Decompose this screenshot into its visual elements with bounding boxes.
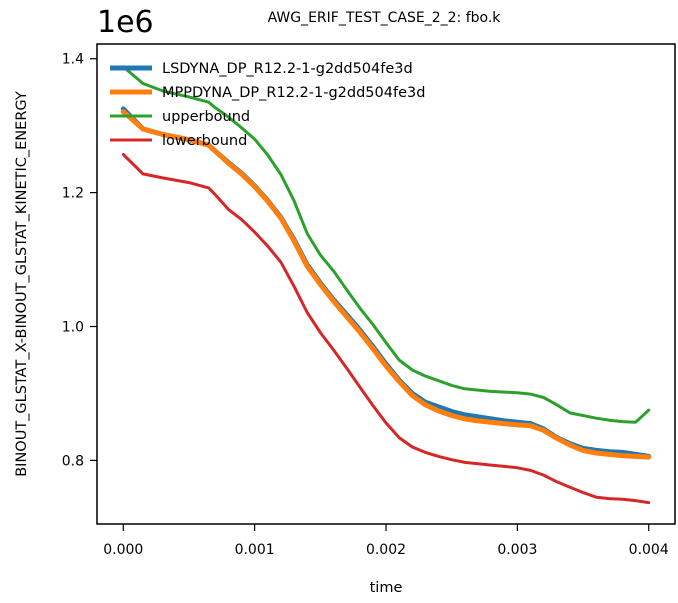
x-tick-label: 0.003 <box>497 542 537 558</box>
legend-label-1: MPPDYNA_DP_R12.2-1-g2dd504fe3d <box>162 85 425 101</box>
legend: LSDYNA_DP_R12.2-1-g2dd504fe3d MPPDYNA_DP_… <box>110 61 425 149</box>
plot-area: 0.000 0.001 0.002 0.003 0.004 0.8 1.0 1.2 1.4 <box>62 43 676 558</box>
y-tick-label: 1.4 <box>62 52 84 68</box>
x-tick-label: 0.004 <box>629 542 669 558</box>
y-offset-label: 1e6 <box>97 5 154 40</box>
series-group <box>120 65 652 505</box>
y-tick-label: 0.8 <box>62 453 84 469</box>
y-axis-label: BINOUT_GLSTAT_X-BINOUT_GLSTAT_KINETIC_EN… <box>14 91 30 477</box>
y-tick-label: 1.2 <box>62 186 84 202</box>
series-line-3 <box>121 153 651 505</box>
legend-label-3: lowerbound <box>162 133 247 149</box>
series-line-0 <box>120 106 652 459</box>
legend-label-0: LSDYNA_DP_R12.2-1-g2dd504fe3d <box>162 61 413 77</box>
x-axis-label: time <box>370 580 403 596</box>
y-axis: 0.8 1.0 1.2 1.4 <box>62 52 97 469</box>
x-tick-label: 0.001 <box>235 542 275 558</box>
x-tick-label: 0.000 <box>103 542 143 558</box>
series-line-1 <box>120 109 652 460</box>
series-line-2 <box>121 65 651 424</box>
y-tick-label: 1.0 <box>62 320 84 336</box>
x-axis: 0.000 0.001 0.002 0.003 0.004 <box>103 524 669 558</box>
legend-label-2: upperbound <box>162 109 250 125</box>
x-tick-label: 0.002 <box>366 542 406 558</box>
chart-title: AWG_ERIF_TEST_CASE_2_2: fbo.k <box>268 10 502 26</box>
